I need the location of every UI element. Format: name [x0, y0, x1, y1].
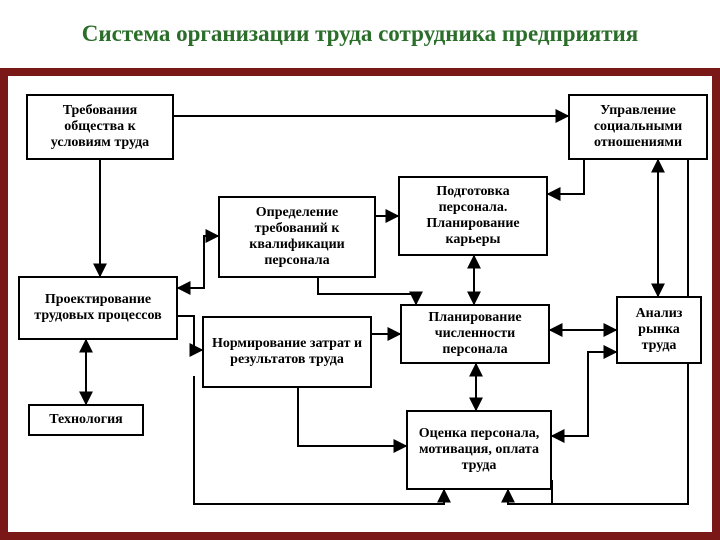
node-n2: Управление социальными отношениями [568, 94, 708, 160]
node-n5: Проектирование трудовых процессов [18, 276, 178, 340]
edge [552, 352, 616, 436]
diagram-area: Требования общества к условиям труда Упра… [8, 76, 712, 532]
edge [178, 316, 202, 350]
node-n6: Нормирование затрат и результатов труда [202, 316, 372, 388]
node-n3: Подготовка персонала. Планирование карье… [398, 176, 548, 256]
node-n7: Планирование численности персонала [400, 304, 550, 364]
page-title: Система организации труда сотрудника пре… [82, 20, 638, 48]
node-n9: Технология [28, 404, 144, 436]
node-n10: Оценка персонала, мотивация, оплата труд… [406, 410, 552, 490]
title-bar: Система организации труда сотрудника пре… [0, 0, 720, 68]
edge [178, 236, 218, 288]
node-n8: Анализ рынка труда [616, 296, 702, 364]
node-n1: Требования общества к условиям труда [26, 94, 174, 160]
node-n4: Определение требований к квалификации пе… [218, 196, 376, 278]
edge [318, 278, 416, 304]
edge [298, 388, 406, 446]
edge [508, 490, 688, 504]
